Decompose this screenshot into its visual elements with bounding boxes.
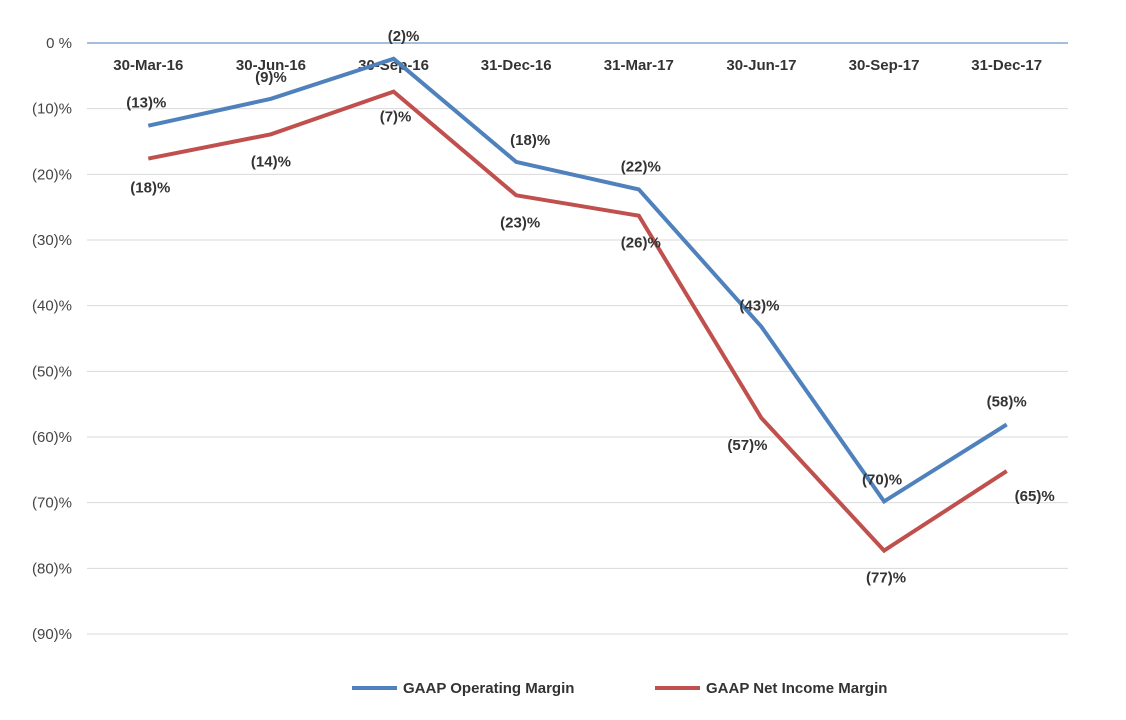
data-label: (18)% — [510, 132, 550, 149]
x-tick-label: 30-Jun-16 — [236, 57, 306, 74]
data-label: (2)% — [388, 28, 420, 45]
data-label: (57)% — [727, 437, 767, 454]
legend-label-operating-margin: GAAP Operating Margin — [403, 680, 574, 697]
x-tick-label: 30-Sep-16 — [358, 57, 429, 74]
data-label: (58)% — [987, 394, 1027, 411]
data-label: (22)% — [621, 158, 661, 175]
y-tick-label: (10)% — [32, 101, 72, 118]
x-tick-label: 31-Dec-16 — [481, 57, 552, 74]
y-tick-label: (60)% — [32, 429, 72, 446]
data-label: (65)% — [1015, 488, 1055, 505]
y-tick-label: 0 % — [46, 35, 72, 52]
x-tick-label: 31-Dec-17 — [971, 57, 1042, 74]
y-tick-label: (40)% — [32, 298, 72, 315]
x-tick-label: 30-Mar-16 — [113, 57, 183, 74]
series-line-0 — [147, 56, 1008, 505]
data-labels: (13)% (9)% (2)% (18)% (22)% (43)% (70)% (58)% (1… — [126, 28, 1054, 587]
y-tick-label: (90)% — [32, 626, 72, 643]
y-tick-label: (80)% — [32, 560, 72, 577]
x-axis-ticks: 30-Mar-16 30-Jun-16 30-Sep-16 31-Dec-16 31-M… — [113, 57, 1042, 74]
y-axis-ticks: 0 % (10)% (20)% (30)% (40)% (50)% (60)% (70)% (8… — [32, 35, 72, 643]
data-label: (43)% — [739, 298, 779, 315]
legend-label-net-income-margin: GAAP Net Income Margin — [706, 680, 887, 697]
data-label: (77)% — [866, 570, 906, 587]
data-label: (13)% — [126, 95, 166, 112]
x-tick-label: 31-Mar-17 — [604, 57, 674, 74]
y-tick-label: (50)% — [32, 363, 72, 380]
data-label: (26)% — [621, 235, 661, 252]
data-label: (9)% — [255, 69, 287, 86]
gridlines — [87, 42, 1068, 635]
data-label: (7)% — [380, 109, 412, 126]
data-label: (70)% — [862, 471, 902, 488]
data-label: (14)% — [251, 153, 291, 170]
y-tick-label: (30)% — [32, 232, 72, 249]
data-label: (18)% — [130, 180, 170, 197]
series-line-1 — [147, 89, 1008, 554]
x-tick-label: 30-Jun-17 — [726, 57, 796, 74]
data-label: (23)% — [500, 214, 540, 231]
y-tick-label: (20)% — [32, 166, 72, 183]
series-lines — [147, 56, 1008, 554]
x-tick-label: 30-Sep-17 — [849, 57, 920, 74]
legend: GAAP Operating Margin GAAP Net Income Ma… — [352, 680, 887, 697]
y-tick-label: (70)% — [32, 495, 72, 512]
